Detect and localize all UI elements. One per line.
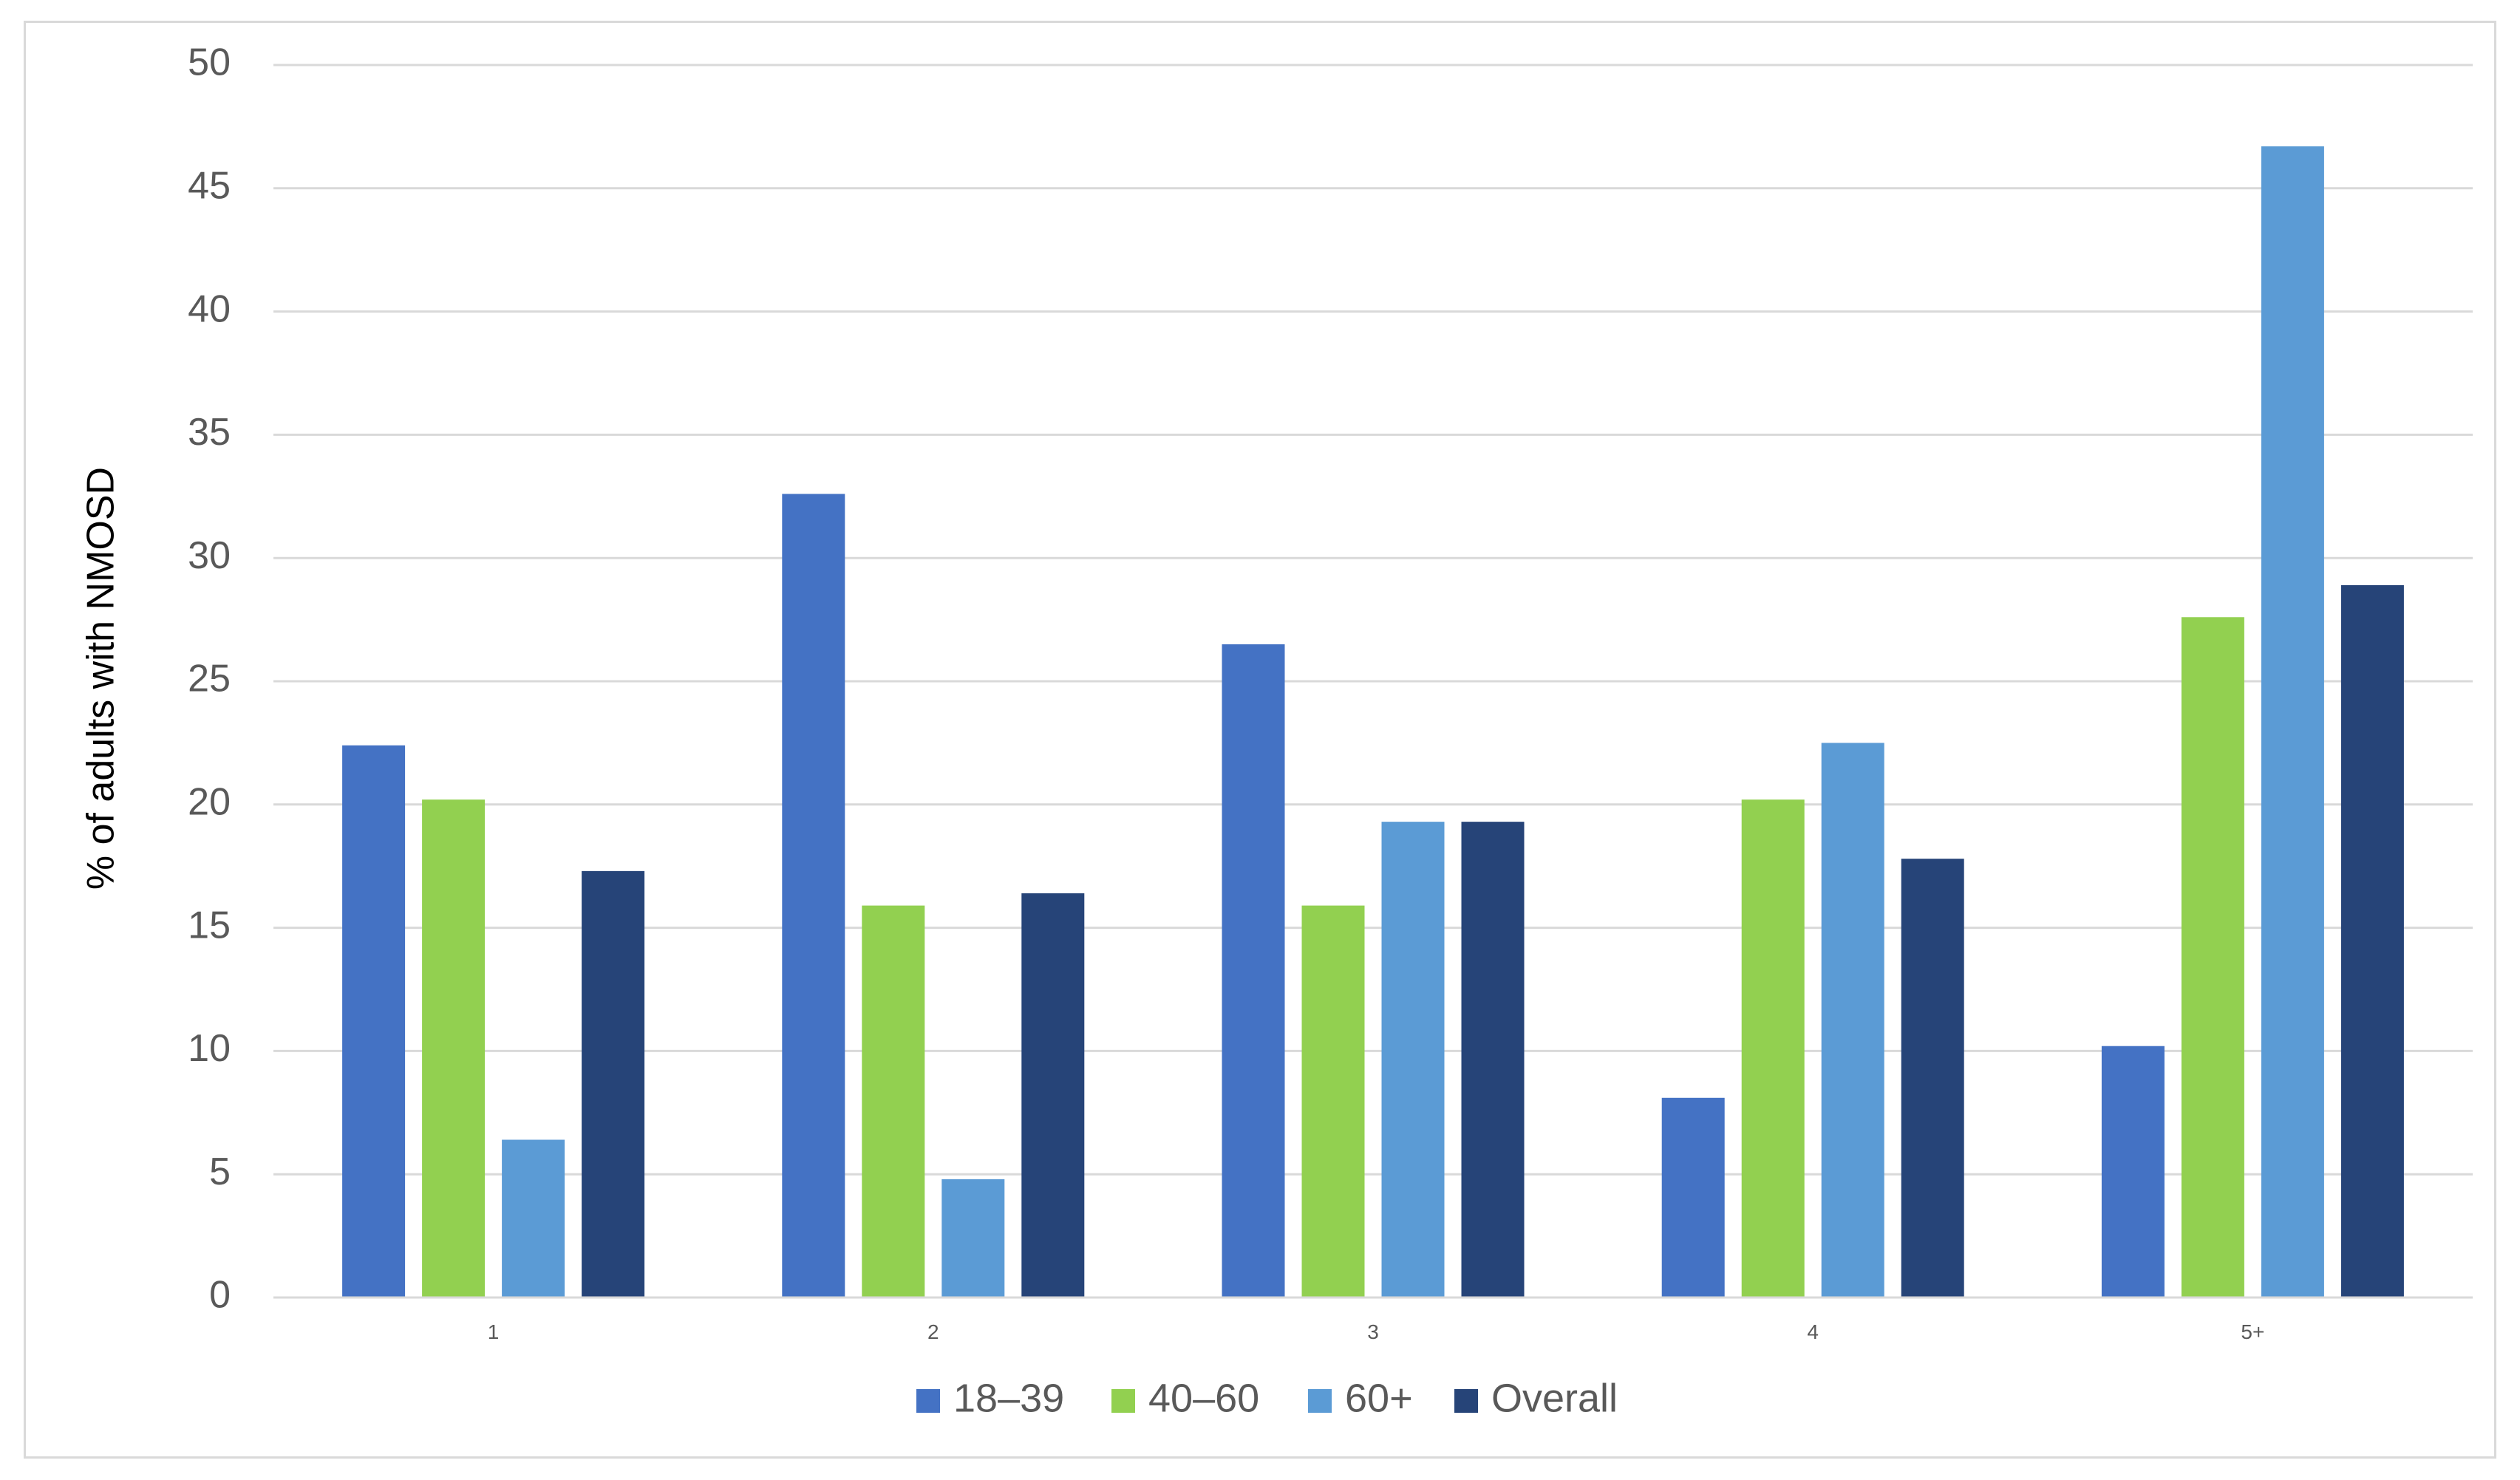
x-tick-label: 4 <box>1807 1320 1819 1343</box>
bar-18–39-2 <box>782 494 845 1297</box>
bar-Overall-5+ <box>2340 584 2404 1297</box>
x-tick-label: 1 <box>488 1320 500 1343</box>
bar-18–39-4 <box>1661 1097 1725 1297</box>
y-tick-label: 30 <box>188 534 231 577</box>
y-tick-label: 40 <box>188 287 231 330</box>
bar-60+-4 <box>1821 743 1884 1297</box>
y-tick-label: 5 <box>209 1150 231 1193</box>
legend: 18–39 40–60 60+ Overall <box>916 1376 1618 1420</box>
bar-60+-1 <box>502 1139 565 1297</box>
bar-18–39-3 <box>1222 644 1285 1297</box>
y-tick-label: 50 <box>188 41 231 84</box>
bar-40–60-5+ <box>2181 617 2244 1297</box>
y-tick-labels: 0 5 10 15 20 25 30 35 40 45 50 <box>188 41 231 1317</box>
legend-swatch <box>1308 1389 1332 1413</box>
legend-swatch <box>1454 1389 1478 1413</box>
x-tick-label: 3 <box>1367 1320 1379 1343</box>
x-tick-label: 5+ <box>2241 1320 2264 1343</box>
y-tick-label: 35 <box>188 411 231 454</box>
bars <box>342 146 2404 1297</box>
y-tick-label: 20 <box>188 781 231 824</box>
bar-40–60-3 <box>1301 905 1365 1297</box>
bar-18–39-1 <box>342 745 406 1297</box>
bar-60+-5+ <box>2261 146 2324 1297</box>
y-axis-title: % of adults with NMOSD <box>80 467 123 890</box>
legend-label: 40–60 <box>1148 1376 1259 1420</box>
bar-Overall-3 <box>1461 822 1525 1297</box>
bar-40–60-2 <box>862 905 925 1297</box>
bar-Overall-1 <box>582 870 645 1297</box>
x-tick-labels: 1 2 3 4 5+ <box>488 1320 2265 1343</box>
bar-60+-3 <box>1381 822 1445 1297</box>
bar-40–60-1 <box>422 799 486 1297</box>
legend-label: 18–39 <box>953 1376 1064 1420</box>
legend-swatch <box>1111 1389 1135 1413</box>
legend-swatch <box>916 1389 940 1413</box>
y-tick-label: 45 <box>188 165 231 208</box>
y-tick-label: 15 <box>188 904 231 947</box>
legend-label: Overall <box>1491 1376 1618 1420</box>
y-tick-label: 10 <box>188 1027 231 1070</box>
legend-label: 60+ <box>1345 1376 1413 1420</box>
bar-60+-2 <box>941 1179 1005 1297</box>
bar-Overall-2 <box>1021 893 1085 1297</box>
x-tick-label: 2 <box>927 1320 939 1343</box>
y-tick-label: 25 <box>188 658 231 700</box>
bar-18–39-5+ <box>2101 1046 2165 1297</box>
bar-40–60-4 <box>1741 799 1805 1297</box>
bar-Overall-4 <box>1901 859 1964 1297</box>
y-tick-label: 0 <box>209 1274 231 1317</box>
